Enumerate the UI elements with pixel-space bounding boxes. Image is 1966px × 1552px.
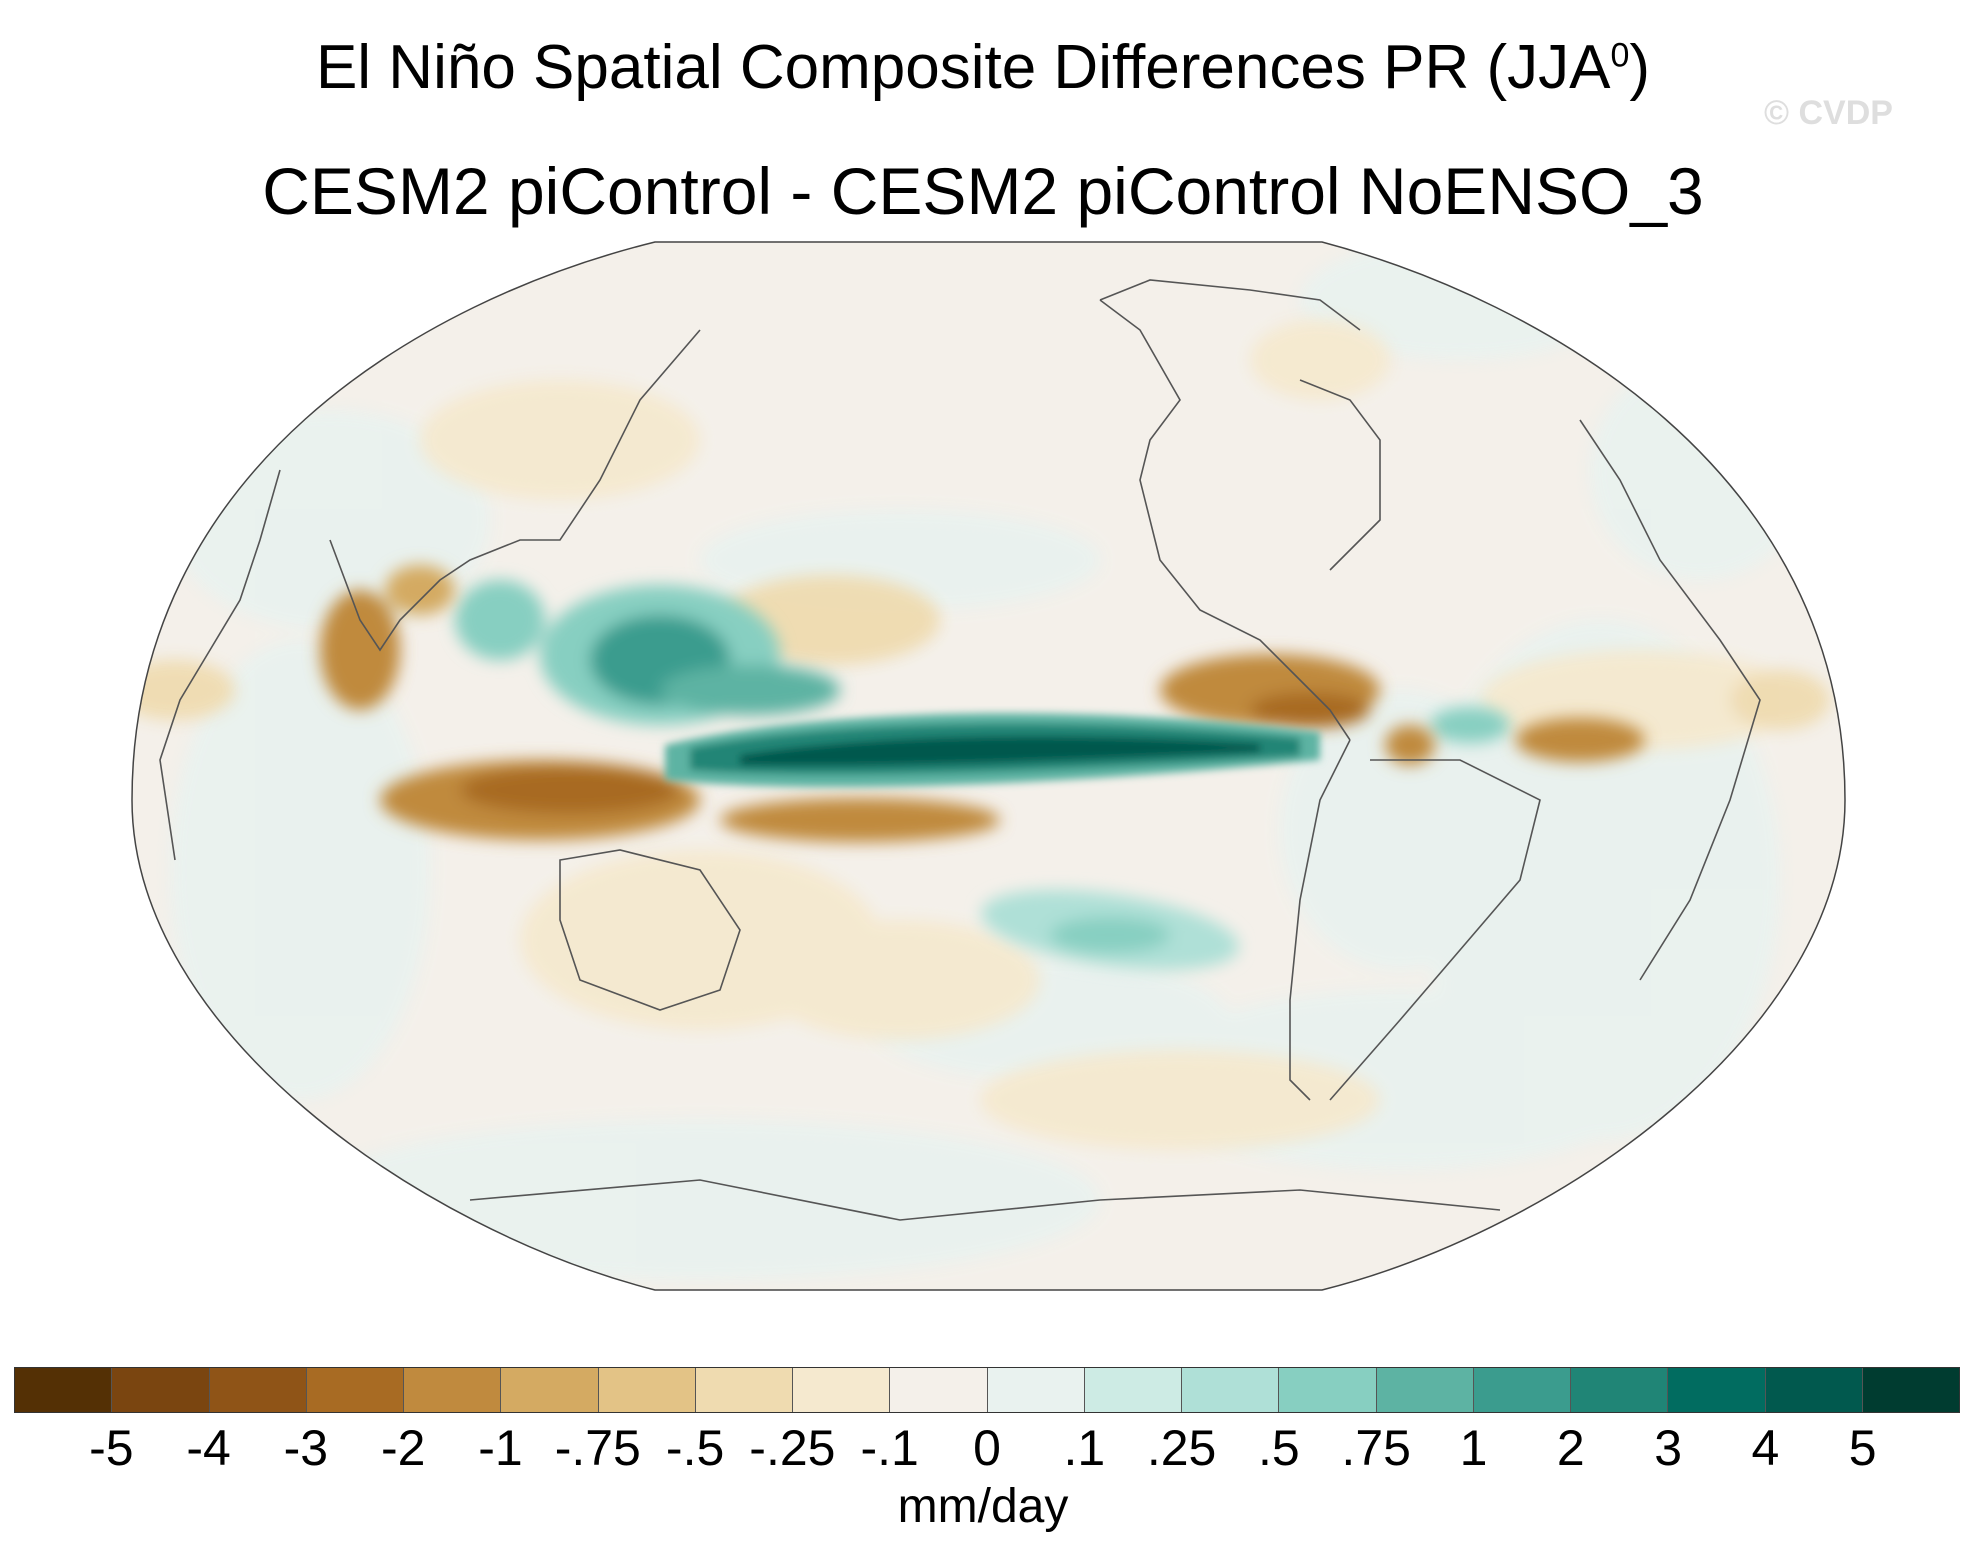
colorbar-swatch [209,1368,307,1412]
colorbar-swatch [1765,1368,1863,1412]
colorbar-tick-label: -1 [478,1420,523,1476]
colorbar-swatch [1084,1368,1182,1412]
colorbar-swatch [793,1368,891,1412]
coast-arctic [1099,279,1361,331]
anom-neg-atlantic [1515,718,1645,762]
colorbar-tick-label: 1 [1459,1420,1488,1476]
colorbar-tick-label: 4 [1751,1420,1780,1476]
map-border [131,241,1846,1291]
coast-africa-east [159,469,281,861]
coastlines [159,279,1761,1221]
coast-africa [1579,419,1761,981]
map-title: El Niño Spatial Composite Differences PR… [315,33,1651,102]
colorbar-swatch [987,1368,1085,1412]
title-superscript: 0 [1610,36,1630,75]
colorbar-swatch [1473,1368,1571,1412]
colorbar-tick-label: -2 [380,1420,426,1476]
anom-pos-se-pacific-core [1050,917,1170,953]
anom-pos-eq-pacific-core [740,736,1260,766]
coast-n-america-east [1299,379,1381,571]
anom-pos-scs [455,580,545,660]
anom-neg-india [320,590,400,710]
anom-neg-amazon [1385,725,1435,765]
colorbar-swatch [1668,1368,1766,1412]
colorbar-tick-label: -.75 [554,1420,641,1476]
colorbar-swatch [1376,1368,1474,1412]
colorbar-tick-label: -5 [89,1420,134,1476]
colorbar-tick-label: .75 [1341,1420,1411,1476]
colorbar-tick-label: 5 [1848,1420,1877,1476]
colorbar-swatch [598,1368,696,1412]
coast-antarctica [469,1179,1501,1221]
colorbar [14,1367,1960,1413]
anom-pos-w-pacific [660,665,840,715]
colorbar-tick-label: 3 [1654,1420,1682,1476]
colorbar-swatch [695,1368,793,1412]
colorbar-tick-label: 2 [1556,1420,1585,1476]
colorbar-swatch [1571,1368,1669,1412]
anom-neg [132,660,235,720]
colorbar-tick-label: .5 [1258,1420,1300,1476]
anom-light-neg [980,1050,1380,1150]
anom-neg-spcz [720,798,1000,842]
colorbar-swatch [1862,1368,1959,1412]
colorbar-tick-label: -4 [186,1420,231,1476]
anom-light-neg [760,920,1040,1040]
anom-light-pos [300,1120,1100,1280]
colorbar-swatch [306,1368,404,1412]
world-map [131,241,1846,1291]
colorbar-tick-label: -3 [283,1420,329,1476]
coast-s-america-east [1329,759,1541,1101]
coast-s-america-west [1289,739,1351,1101]
colorbar-swatch [501,1368,599,1412]
map-subtitle: CESM2 piControl - CESM2 piControl NoENSO… [262,154,1704,228]
coast-australia [559,849,741,1011]
anom-light-neg [420,380,700,500]
anom-neg [1730,670,1830,730]
colorbar-tick-label: -.25 [749,1420,836,1476]
anom-light-pos [170,640,430,1100]
colorbar-swatch [404,1368,502,1412]
colorbar-tick-label: .1 [1063,1420,1106,1476]
anom-light-pos [1590,360,1810,580]
colorbar-tick-label: -.1 [860,1420,919,1476]
colorbar-swatch [890,1368,988,1412]
anom-neg-maritime-core [460,766,680,814]
colorbar-swatch [112,1368,210,1412]
colorbar-tick-label: .25 [1146,1420,1217,1476]
anom-light-neg [1250,320,1390,400]
colorbar-tick-label: 0 [973,1420,1001,1476]
watermark: © CVDP [1764,94,1893,132]
colorbar-units: mm/day [897,1480,1069,1533]
coast-n-america-west [1099,299,1351,741]
colorbar-tick-label: -.5 [665,1420,725,1476]
colorbar-swatch [1279,1368,1377,1412]
anom-light-pos [1420,620,1780,1140]
colorbar-swatch [1182,1368,1280,1412]
anom-pos-atl [1430,707,1510,743]
anom-neg-india [385,565,455,615]
anom-neg-central-america-core [1250,692,1370,728]
colorbar-swatch [15,1368,113,1412]
coast-asia [329,329,701,652]
